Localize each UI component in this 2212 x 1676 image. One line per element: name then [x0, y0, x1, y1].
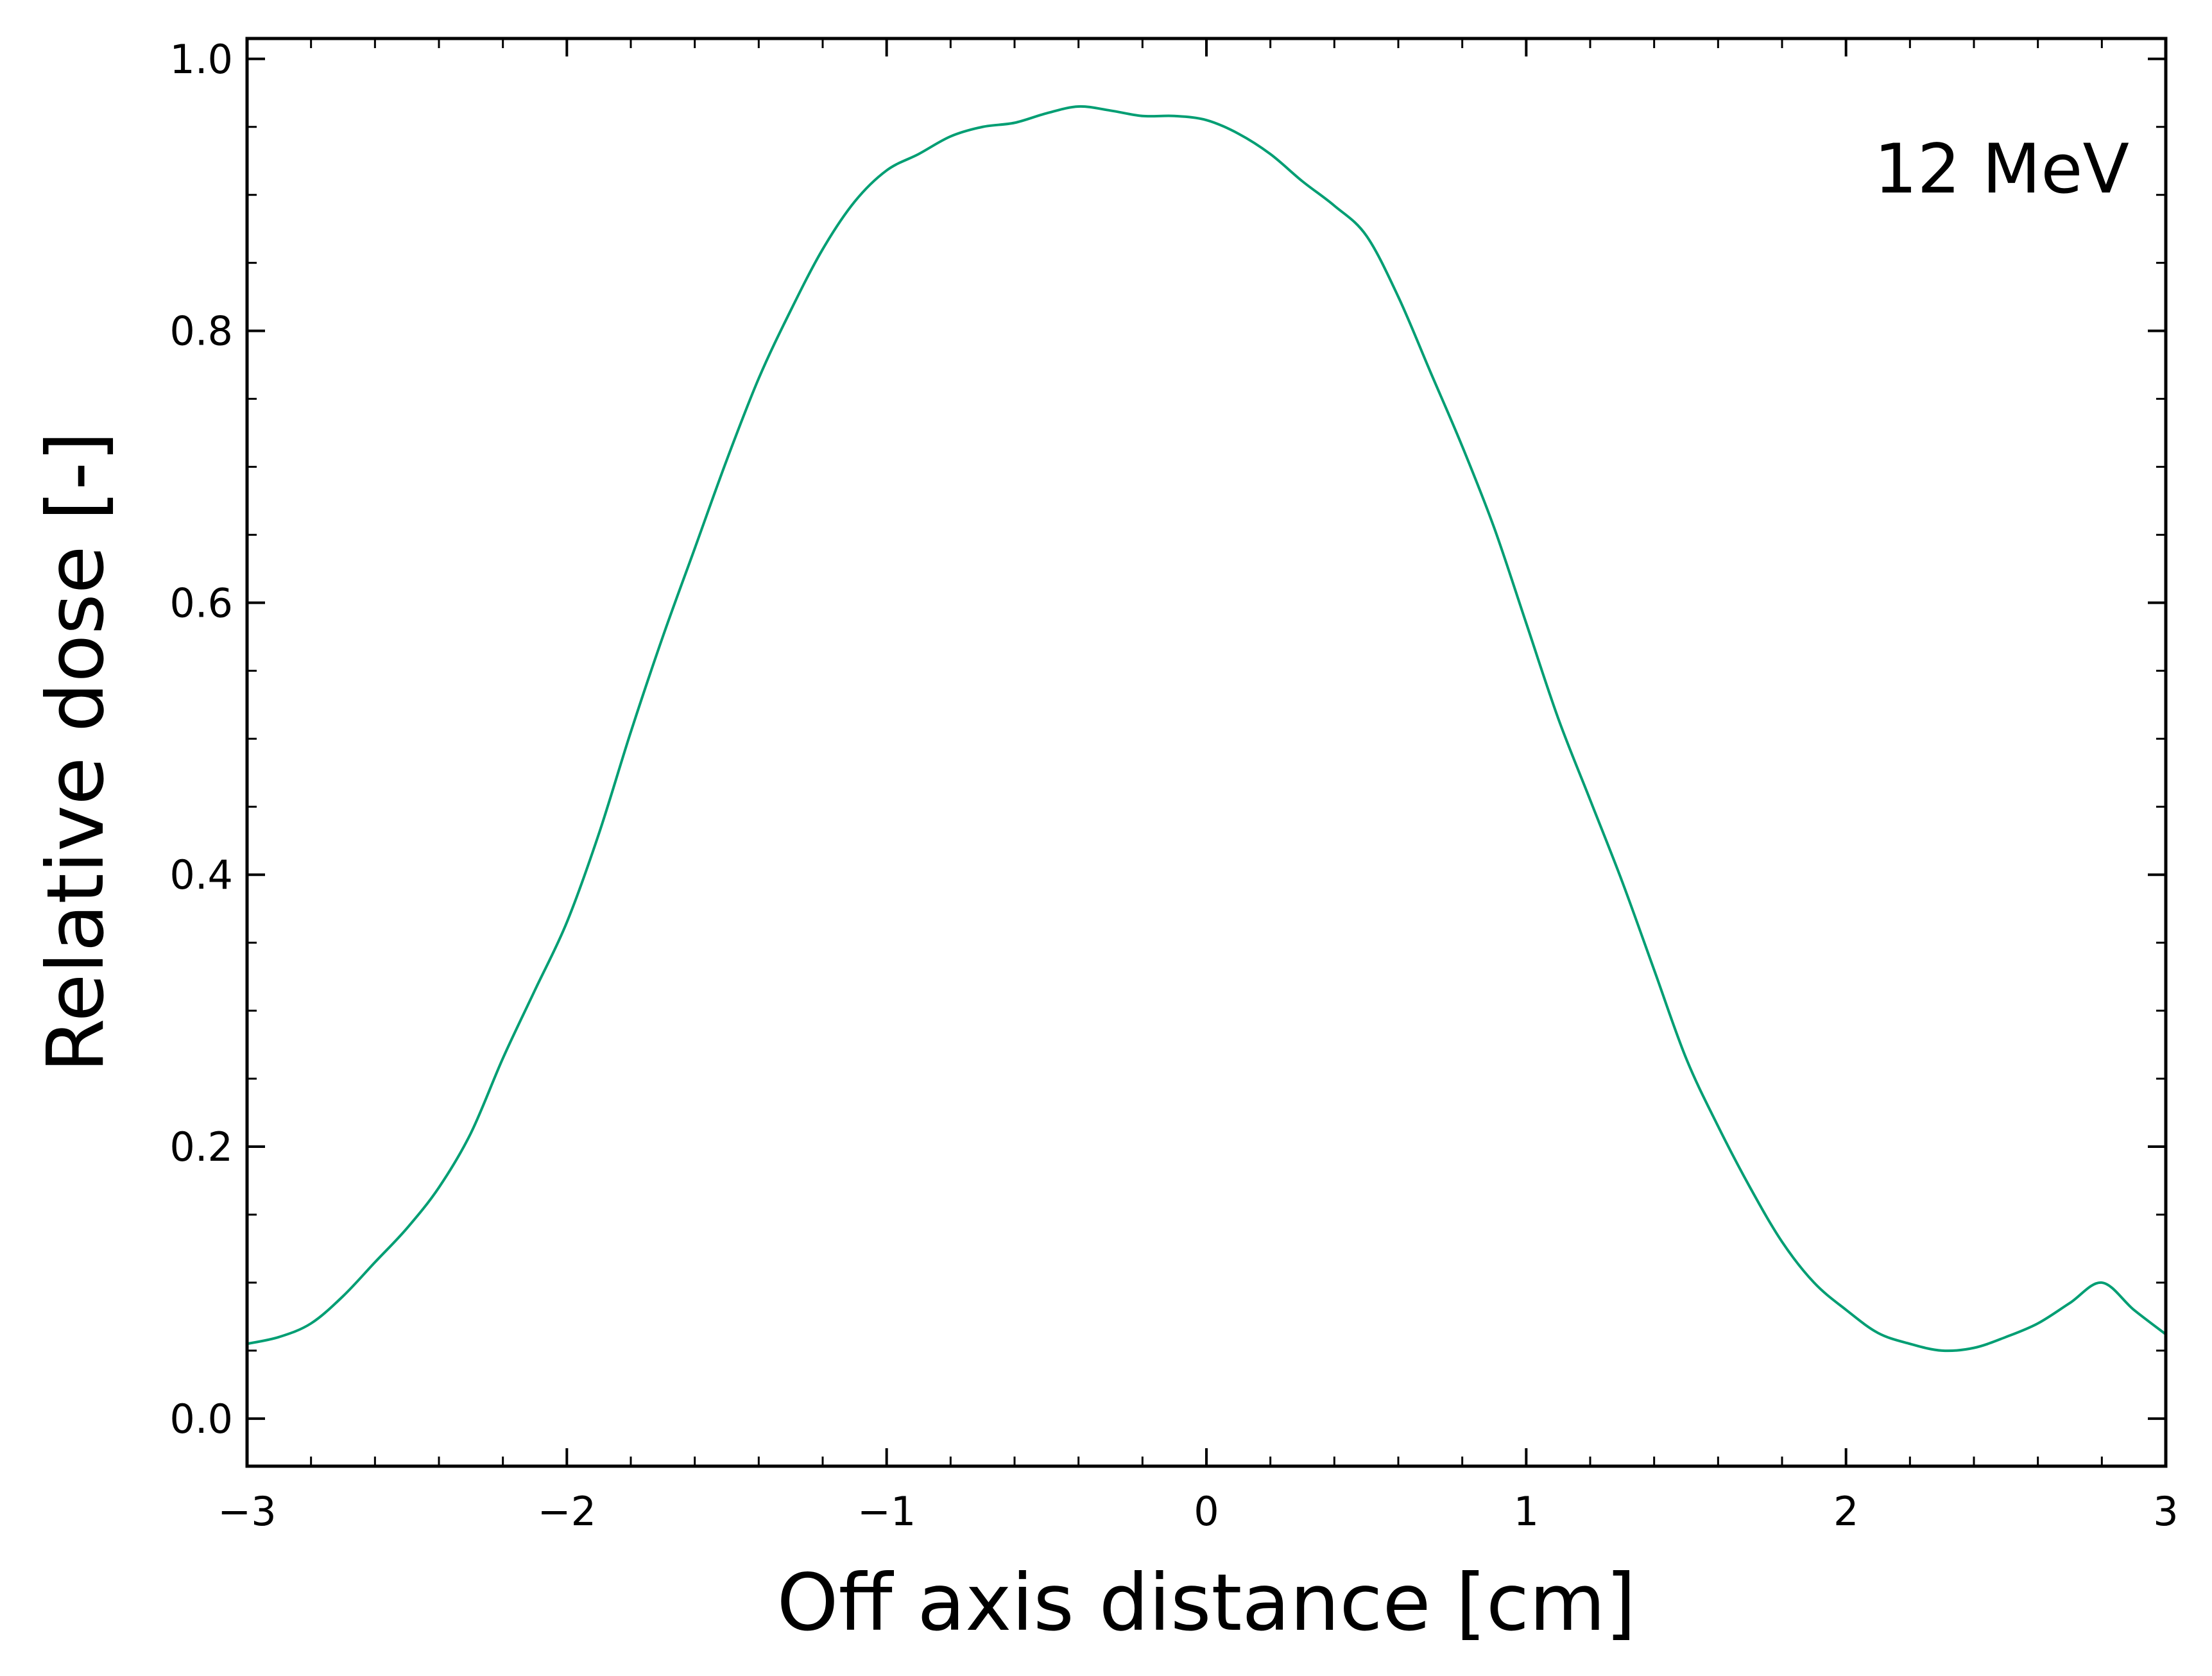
series-layer [246, 105, 2167, 1353]
y-tick-label: 0.2 [169, 1124, 233, 1170]
y-tick-label: 0.6 [169, 579, 233, 626]
annotation-label: 12 MeV [1874, 130, 2129, 209]
x-tick-label: 0 [1194, 1488, 1219, 1535]
x-tick-label: −1 [857, 1488, 916, 1535]
y-axis-title: Relative dose [-] [30, 431, 121, 1072]
plot-frame [245, 37, 2168, 1468]
x-tick-label: 2 [1833, 1488, 1858, 1535]
y-tick-label: 0.4 [169, 851, 233, 898]
ticks-layer: −3 −2 −1 0 1 2 3 0.0 0.2 0.4 0.6 0.8 1.0 [169, 36, 2178, 1535]
series-line [246, 105, 2167, 1353]
x-tick-label: 1 [1514, 1488, 1539, 1535]
x-tick-label: 3 [2153, 1488, 2178, 1535]
x-tick-label: −3 [218, 1488, 276, 1535]
y-tick-label: 0.8 [169, 308, 233, 355]
y-tick-label: 1.0 [169, 36, 233, 83]
y-tick-label: 0.0 [169, 1396, 233, 1442]
x-tick-label: −2 [538, 1488, 596, 1535]
x-axis-title: Off axis distance [cm] [777, 1557, 1636, 1648]
